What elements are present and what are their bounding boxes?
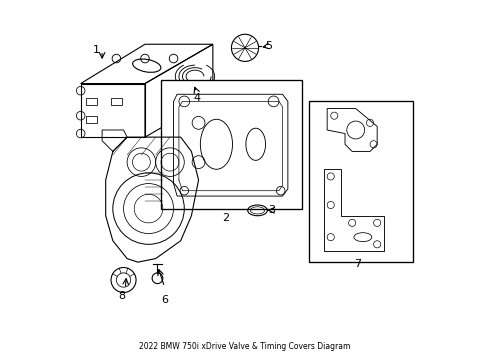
Bar: [161, 80, 302, 208]
Bar: [86, 116, 97, 123]
Text: 7: 7: [354, 259, 361, 269]
Text: 5: 5: [265, 41, 272, 51]
Bar: [86, 98, 97, 105]
Bar: [309, 102, 413, 262]
Text: 2022 BMW 750i xDrive Valve & Timing Covers Diagram: 2022 BMW 750i xDrive Valve & Timing Cove…: [139, 342, 351, 351]
Text: 8: 8: [118, 291, 125, 301]
Text: 1: 1: [93, 45, 100, 55]
Bar: [111, 98, 122, 105]
Text: 4: 4: [193, 93, 200, 103]
Text: 6: 6: [161, 295, 168, 305]
Text: 2: 2: [222, 212, 229, 222]
Text: 3: 3: [269, 205, 275, 215]
